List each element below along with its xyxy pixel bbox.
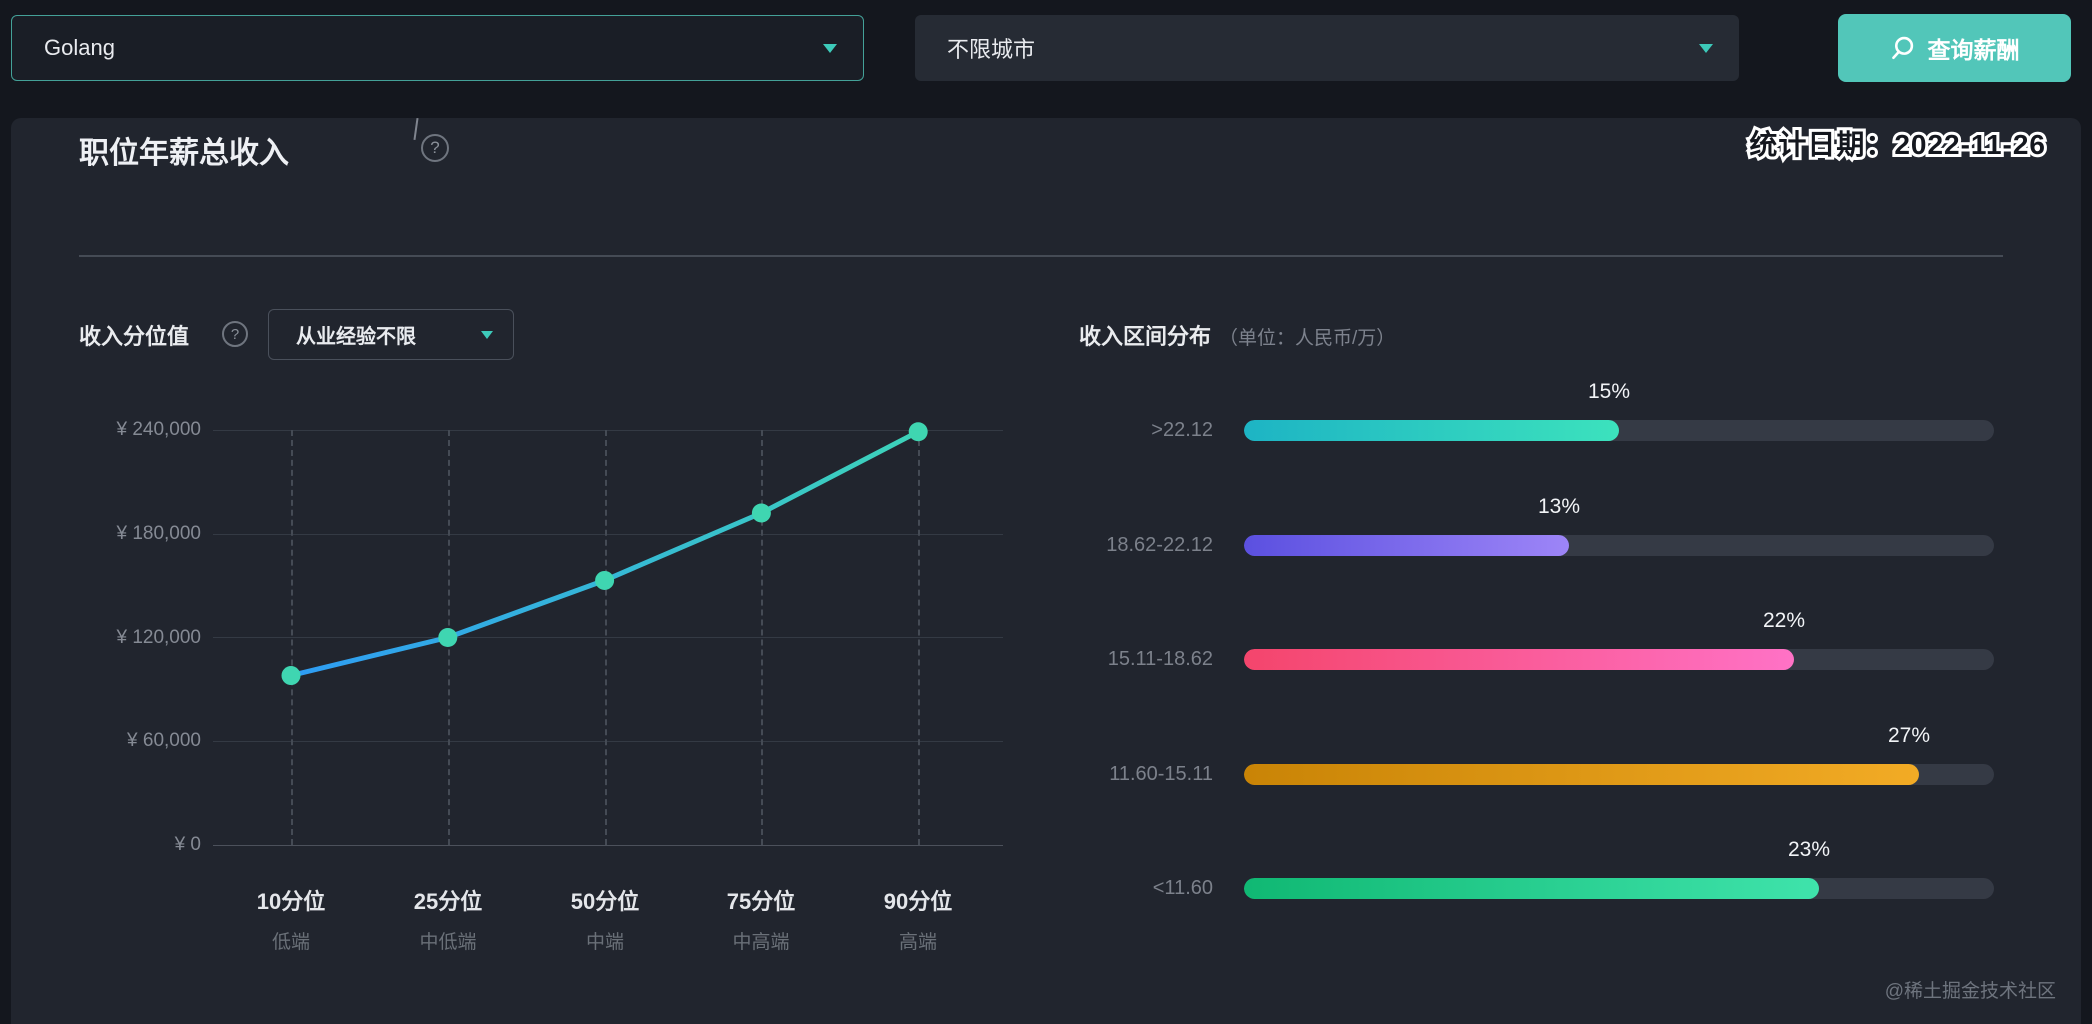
data-point-marker — [908, 422, 928, 442]
chevron-down-icon — [1699, 44, 1713, 53]
bar-fill — [1244, 649, 1794, 670]
dashed-gridline — [918, 430, 920, 845]
percentile-line-chart — [213, 415, 1003, 855]
data-point-marker — [751, 503, 771, 523]
bar-value-label: 22% — [1762, 609, 1806, 632]
community-watermark: @稀土掘金技术社区 — [1884, 981, 2056, 1002]
bar-value-label: 23% — [1787, 838, 1831, 861]
bar-fill — [1244, 420, 1619, 441]
bar-value-label: 13% — [1537, 495, 1581, 518]
bar-track — [1244, 420, 1994, 441]
data-point-marker — [595, 570, 615, 590]
dashed-gridline — [761, 430, 763, 845]
gridline — [213, 741, 1003, 742]
bar-category-label: >22.12 — [1151, 419, 1213, 441]
distribution-bar-row: 27% 11.60-15.11 — [1079, 722, 2005, 797]
page-title: 职位年薪总收入 — [79, 137, 289, 170]
x-axis-label-group: 90分位 高端 — [883, 889, 953, 953]
bar-fill — [1244, 764, 1919, 785]
bar-track — [1244, 649, 1994, 670]
dashed-gridline — [605, 430, 607, 845]
distribution-bar-row: 13% 18.62-22.12 — [1079, 493, 2005, 568]
bar-category-label: <11.60 — [1152, 877, 1213, 899]
y-axis-tick: ¥ 0 — [174, 834, 201, 855]
dashed-gridline — [291, 430, 293, 845]
text-cursor-artifact — [413, 117, 419, 141]
bar-fill — [1244, 878, 1820, 899]
distribution-unit-label: （单位：人民币/万） — [1219, 328, 1396, 349]
distribution-bar-row: 15% >22.12 — [1079, 378, 2005, 453]
distribution-bar-row: 22% 15.11-18.62 — [1079, 607, 2005, 682]
y-axis-tick: ¥ 120,000 — [116, 627, 201, 648]
search-button-label: 查询薪酬 — [1927, 37, 2020, 63]
x-axis-label-group: 50分位 中端 — [570, 889, 640, 953]
position-dropdown[interactable]: Golang — [11, 15, 864, 81]
percentile-help-icon[interactable]: ? — [222, 321, 248, 347]
salary-percentile-series — [281, 422, 928, 686]
experience-dropdown-value: 从业经验不限 — [296, 326, 416, 348]
x-axis-line — [213, 845, 1003, 846]
gridline — [213, 637, 1003, 638]
statistics-date-stamp: 统计日期：2022-11-26 — [1746, 126, 2048, 163]
x-axis-label-group: 75分位 中高端 — [726, 889, 796, 953]
bar-category-label: 18.62-22.12 — [1106, 534, 1213, 556]
city-dropdown[interactable]: 不限城市 — [915, 15, 1739, 81]
y-axis-tick: ¥ 60,000 — [127, 730, 201, 751]
bar-value-label: 15% — [1587, 380, 1631, 403]
gridline — [213, 430, 1003, 431]
experience-dropdown[interactable]: 从业经验不限 — [268, 309, 514, 360]
chevron-down-icon — [481, 330, 493, 339]
chevron-down-icon — [823, 44, 837, 53]
gridline — [213, 534, 1003, 535]
bar-fill — [1244, 535, 1569, 556]
bar-track — [1244, 764, 1994, 785]
x-axis-label-group: 25分位 中低端 — [413, 889, 483, 953]
section-divider — [79, 255, 2003, 257]
city-dropdown-value: 不限城市 — [947, 37, 1036, 62]
bar-track — [1244, 878, 1994, 899]
percentile-section-title: 收入分位值 — [79, 324, 190, 349]
title-help-icon[interactable]: ? — [421, 134, 449, 162]
search-salary-button[interactable]: 查询薪酬 — [1838, 14, 2071, 82]
bar-category-label: 15.11-18.62 — [1107, 648, 1213, 670]
bar-track — [1244, 535, 1994, 556]
search-icon — [1891, 36, 1913, 60]
top-filter-bar: Golang 不限城市 查询薪酬 — [0, 0, 2092, 115]
bar-category-label: 11.60-15.11 — [1109, 763, 1213, 785]
distribution-bar-row: 23% <11.60 — [1079, 836, 2005, 911]
bar-value-label: 27% — [1887, 724, 1931, 747]
data-point-marker — [281, 666, 301, 686]
data-point-marker — [438, 628, 458, 647]
salary-report-panel: 统计日期：2022-11-26 职位年薪总收入 ? 收入分位值 ? 从业经验不限… — [11, 117, 2081, 1024]
y-axis-tick: ¥ 180,000 — [116, 523, 201, 544]
position-dropdown-value: Golang — [44, 35, 115, 60]
x-axis-label-group: 10分位 低端 — [256, 889, 326, 953]
y-axis-tick: ¥ 240,000 — [116, 419, 201, 440]
distribution-section-title: 收入区间分布 （单位：人民币/万） — [1079, 324, 1396, 349]
